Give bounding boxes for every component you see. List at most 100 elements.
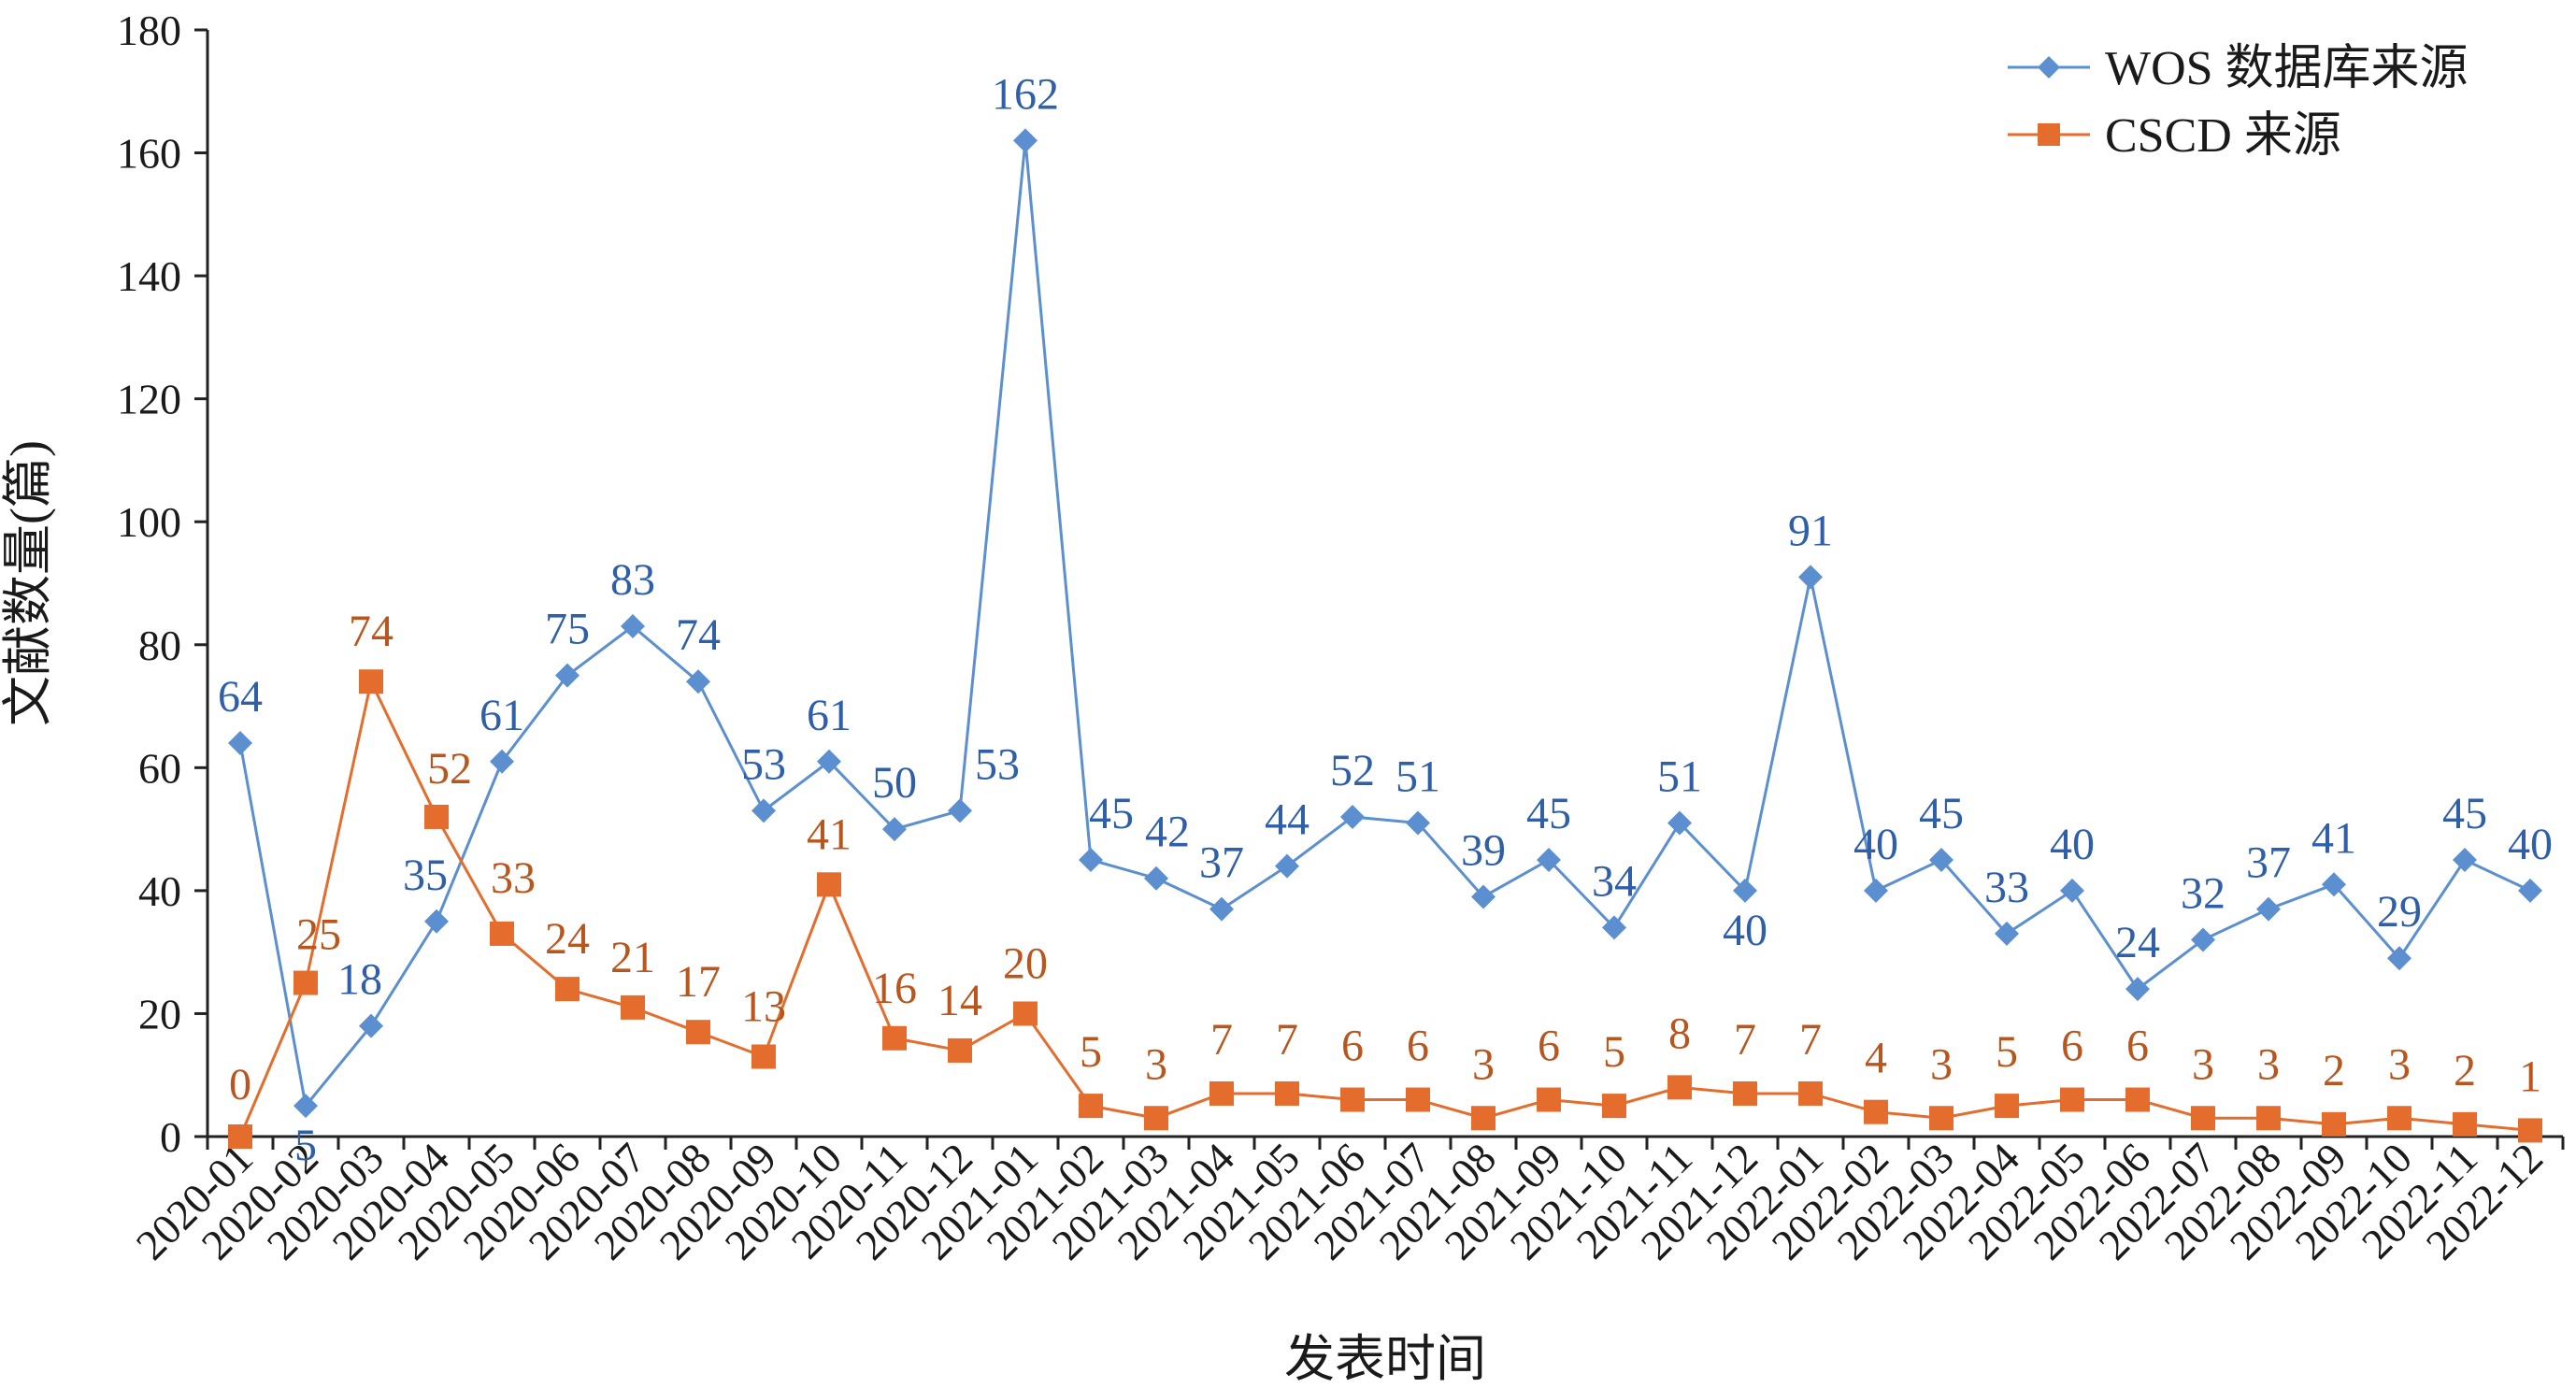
cscd-point: [817, 872, 841, 897]
cscd-data-label: 74: [349, 607, 394, 656]
wos-point: [1275, 853, 1299, 879]
wos-point: [1602, 915, 1626, 940]
cscd-data-label: 2: [2454, 1046, 2476, 1095]
wos-point: [1144, 866, 1168, 891]
cscd-point: [1798, 1080, 1823, 1106]
wos-data-label: 51: [1395, 752, 1440, 802]
legend-label-wos: WOS 数据库来源: [2105, 42, 2469, 95]
y-tick-label: 180: [117, 7, 181, 54]
cscd-point: [2322, 1111, 2346, 1137]
wos-data-label: 39: [1461, 825, 1506, 875]
cscd-point: [1929, 1106, 1953, 1131]
wos-data-label: 29: [2377, 887, 2422, 937]
cscd-data-label: 6: [1407, 1022, 1429, 1071]
wos-data-label: 53: [741, 739, 786, 789]
wos-data-label: 32: [2181, 869, 2225, 919]
cscd-point: [1275, 1080, 1299, 1106]
wos-data-label: 64: [218, 672, 263, 722]
wos-point: [1537, 848, 1561, 872]
wos-data-label: 51: [1657, 752, 1702, 802]
cscd-point: [882, 1025, 907, 1051]
cscd-point: [1209, 1080, 1234, 1106]
cscd-point: [2125, 1087, 2150, 1112]
cscd-point: [1144, 1106, 1168, 1131]
cscd-point: [1340, 1087, 1365, 1112]
y-tick-label: 120: [117, 376, 181, 423]
wos-data-label: 83: [610, 555, 655, 605]
wos-point: [424, 909, 449, 934]
cscd-data-label: 3: [2388, 1039, 2411, 1089]
legend-label-cscd: CSCD 来源: [2105, 109, 2341, 163]
cscd-data-label: 5: [1996, 1027, 2018, 1077]
wos-point: [2322, 872, 2346, 897]
wos-point: [948, 798, 972, 823]
y-tick-label: 80: [138, 622, 181, 669]
cscd-data-label: 3: [1930, 1039, 1953, 1089]
cscd-point: [555, 977, 580, 1002]
wos-point: [686, 669, 710, 694]
cscd-data-label: 6: [2061, 1022, 2083, 1071]
wos-point: [2060, 878, 2084, 903]
wos-data-label: 61: [479, 691, 524, 740]
wos-point: [1340, 804, 1365, 829]
cscd-point: [751, 1044, 776, 1069]
cscd-point: [621, 994, 645, 1020]
wos-data-label: 52: [1330, 746, 1375, 795]
wos-data-label: 5: [294, 1121, 317, 1170]
cscd-data-label: 20: [1003, 938, 1048, 988]
wos-data-label: 35: [403, 851, 448, 900]
wos-point: [2191, 927, 2215, 952]
wos-data-label: 24: [2115, 918, 2160, 967]
wos-data-label: 33: [1984, 863, 2029, 912]
wos-data-label: 37: [2246, 838, 2291, 888]
cscd-data-label: 7: [1276, 1015, 1298, 1065]
cscd-point: [1864, 1099, 1888, 1124]
cscd-data-label: 3: [2192, 1039, 2214, 1089]
wos-data-label: 41: [2311, 813, 2356, 863]
wos-point: [1209, 896, 1234, 922]
wos-data-label: 91: [1788, 506, 1833, 555]
y-axis-title: 文献数量(篇): [0, 440, 56, 726]
wos-point: [1667, 810, 1692, 836]
wos-data-label: 42: [1145, 808, 1190, 857]
wos-data-label: 45: [1526, 789, 1571, 838]
cscd-data-label: 5: [1080, 1027, 1102, 1077]
y-tick-label: 0: [160, 1113, 181, 1161]
wos-data-label: 40: [1723, 906, 1767, 955]
cscd-point: [2256, 1106, 2281, 1131]
wos-point: [293, 1094, 318, 1119]
wos-data-label: 75: [545, 605, 590, 654]
cscd-data-label: 7: [1210, 1015, 1233, 1065]
x-axis-title: 发表时间: [1284, 1331, 1486, 1387]
wos-data-label: 34: [1592, 856, 1637, 906]
wos-data-label: 40: [2508, 820, 2553, 869]
cscd-data-label: 24: [545, 914, 590, 964]
y-tick-label: 20: [138, 990, 181, 1037]
cscd-data-label: 17: [676, 957, 721, 1007]
y-tick-label: 60: [138, 744, 181, 792]
wos-point: [555, 663, 580, 688]
wos-point: [1406, 810, 1430, 836]
cscd-point: [228, 1124, 252, 1149]
wos-data-label: 53: [975, 739, 1020, 789]
wos-data-label: 74: [676, 610, 721, 660]
cscd-data-label: 13: [741, 981, 786, 1031]
cscd-point: [1733, 1080, 1757, 1106]
cscd-point: [293, 970, 318, 995]
wos-data-label: 45: [1919, 789, 1964, 838]
wos-data-label: 45: [2442, 789, 2487, 838]
cscd-data-label: 4: [1865, 1034, 1887, 1083]
wos-point: [1929, 848, 1953, 872]
wos-data-label: 45: [1089, 789, 1134, 838]
y-tick-label: 140: [117, 252, 181, 300]
wos-point: [1733, 878, 1757, 903]
wos-data-label: 40: [1853, 820, 1898, 869]
wos-point: [359, 1013, 383, 1038]
wos-point: [490, 749, 514, 774]
legend: WOS 数据库来源 CSCD 来源: [2008, 42, 2469, 163]
wos-point: [882, 817, 907, 842]
cscd-data-label: 3: [2257, 1039, 2280, 1089]
cscd-data-label: 7: [1734, 1015, 1756, 1065]
y-tick-label: 160: [117, 130, 181, 178]
cscd-point: [1471, 1106, 1496, 1131]
